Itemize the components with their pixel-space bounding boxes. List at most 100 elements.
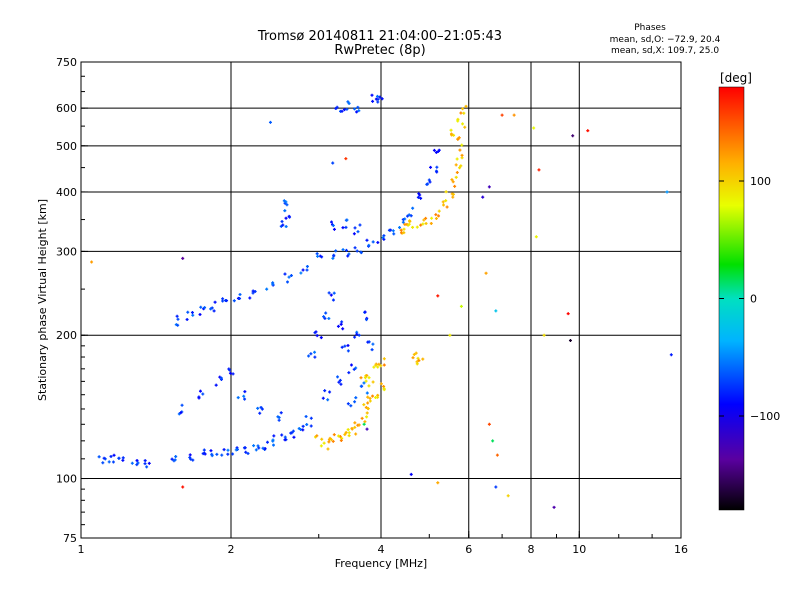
data-point — [403, 217, 407, 221]
data-point — [344, 157, 348, 161]
data-point — [353, 400, 357, 404]
data-point — [411, 225, 415, 229]
data-point — [432, 148, 436, 152]
x-tick-label: 1 — [78, 543, 85, 556]
data-point — [382, 357, 386, 361]
data-point — [238, 293, 242, 297]
data-point — [450, 178, 454, 182]
data-point — [283, 209, 287, 213]
data-point — [371, 240, 375, 244]
data-point — [145, 465, 149, 469]
data-point — [408, 219, 412, 223]
data-point — [174, 455, 178, 459]
data-point — [368, 396, 372, 400]
data-point — [304, 414, 308, 418]
data-point — [243, 390, 247, 394]
data-point — [436, 481, 440, 485]
data-point — [347, 434, 351, 438]
data-point — [495, 453, 499, 457]
y-axis: 75 100 200 300 400 500 600 750 — [56, 56, 88, 545]
data-point — [219, 376, 223, 380]
data-point — [135, 459, 139, 463]
data-point — [332, 253, 336, 257]
data-point — [359, 250, 363, 254]
x-tick-label: 4 — [378, 543, 385, 556]
data-point — [288, 215, 292, 219]
x-axis: 1 2 4 6 8 10 16 — [78, 531, 688, 556]
data-point — [313, 350, 317, 354]
data-point — [376, 365, 380, 369]
data-point — [339, 322, 343, 326]
data-point — [225, 299, 229, 303]
data-point — [455, 157, 459, 161]
data-point — [243, 397, 247, 401]
data-point — [279, 411, 283, 415]
data-point — [424, 222, 428, 226]
data-point — [287, 275, 291, 279]
data-point — [379, 364, 383, 368]
data-point — [213, 300, 217, 304]
data-point — [130, 461, 134, 465]
data-point — [337, 434, 341, 438]
data-point — [226, 452, 230, 456]
data-point — [455, 170, 459, 174]
data-point — [402, 231, 406, 235]
data-point — [435, 170, 439, 174]
data-point — [301, 268, 305, 272]
data-point — [210, 454, 214, 458]
data-point — [202, 451, 206, 455]
data-point — [301, 428, 305, 432]
data-point — [328, 390, 332, 394]
data-point — [512, 113, 516, 117]
data-point — [284, 225, 288, 229]
data-point — [190, 310, 194, 314]
data-point — [365, 427, 369, 431]
y-tick-label: 300 — [56, 245, 77, 258]
data-point — [461, 107, 465, 111]
data-point — [112, 453, 116, 457]
data-point — [344, 431, 348, 435]
data-point — [381, 236, 385, 240]
data-point — [451, 192, 455, 196]
data-point — [318, 254, 322, 258]
data-point — [327, 291, 331, 295]
data-point — [494, 309, 498, 313]
colorbar-label: [deg] — [720, 71, 752, 85]
data-point — [401, 220, 405, 224]
data-point — [444, 199, 448, 203]
data-point — [532, 126, 536, 130]
data-point — [399, 228, 403, 232]
data-point — [181, 256, 185, 260]
data-point — [331, 298, 335, 302]
data-point — [360, 416, 364, 420]
data-point — [238, 297, 242, 301]
data-point — [347, 252, 351, 256]
data-point — [242, 394, 246, 398]
data-point — [197, 396, 201, 400]
data-point — [248, 296, 252, 300]
data-point — [352, 367, 356, 371]
data-point — [366, 406, 370, 410]
data-point — [179, 411, 183, 415]
data-point — [309, 424, 313, 428]
data-point — [409, 472, 413, 476]
data-point — [372, 365, 376, 369]
data-point — [457, 136, 461, 140]
data-point — [434, 213, 438, 217]
data-point — [202, 448, 206, 452]
data-point — [313, 355, 317, 359]
data-point — [256, 406, 260, 410]
data-point — [414, 351, 418, 355]
data-point — [319, 336, 323, 340]
data-point — [307, 354, 311, 358]
data-point — [407, 213, 411, 217]
y-tick-label: 100 — [56, 473, 77, 486]
y-tick-label: 400 — [56, 186, 77, 199]
data-point — [214, 383, 218, 387]
data-point — [341, 226, 345, 230]
legend-title: Phases — [634, 23, 666, 33]
data-point — [340, 109, 344, 113]
data-point — [371, 380, 375, 384]
data-point — [289, 431, 293, 435]
